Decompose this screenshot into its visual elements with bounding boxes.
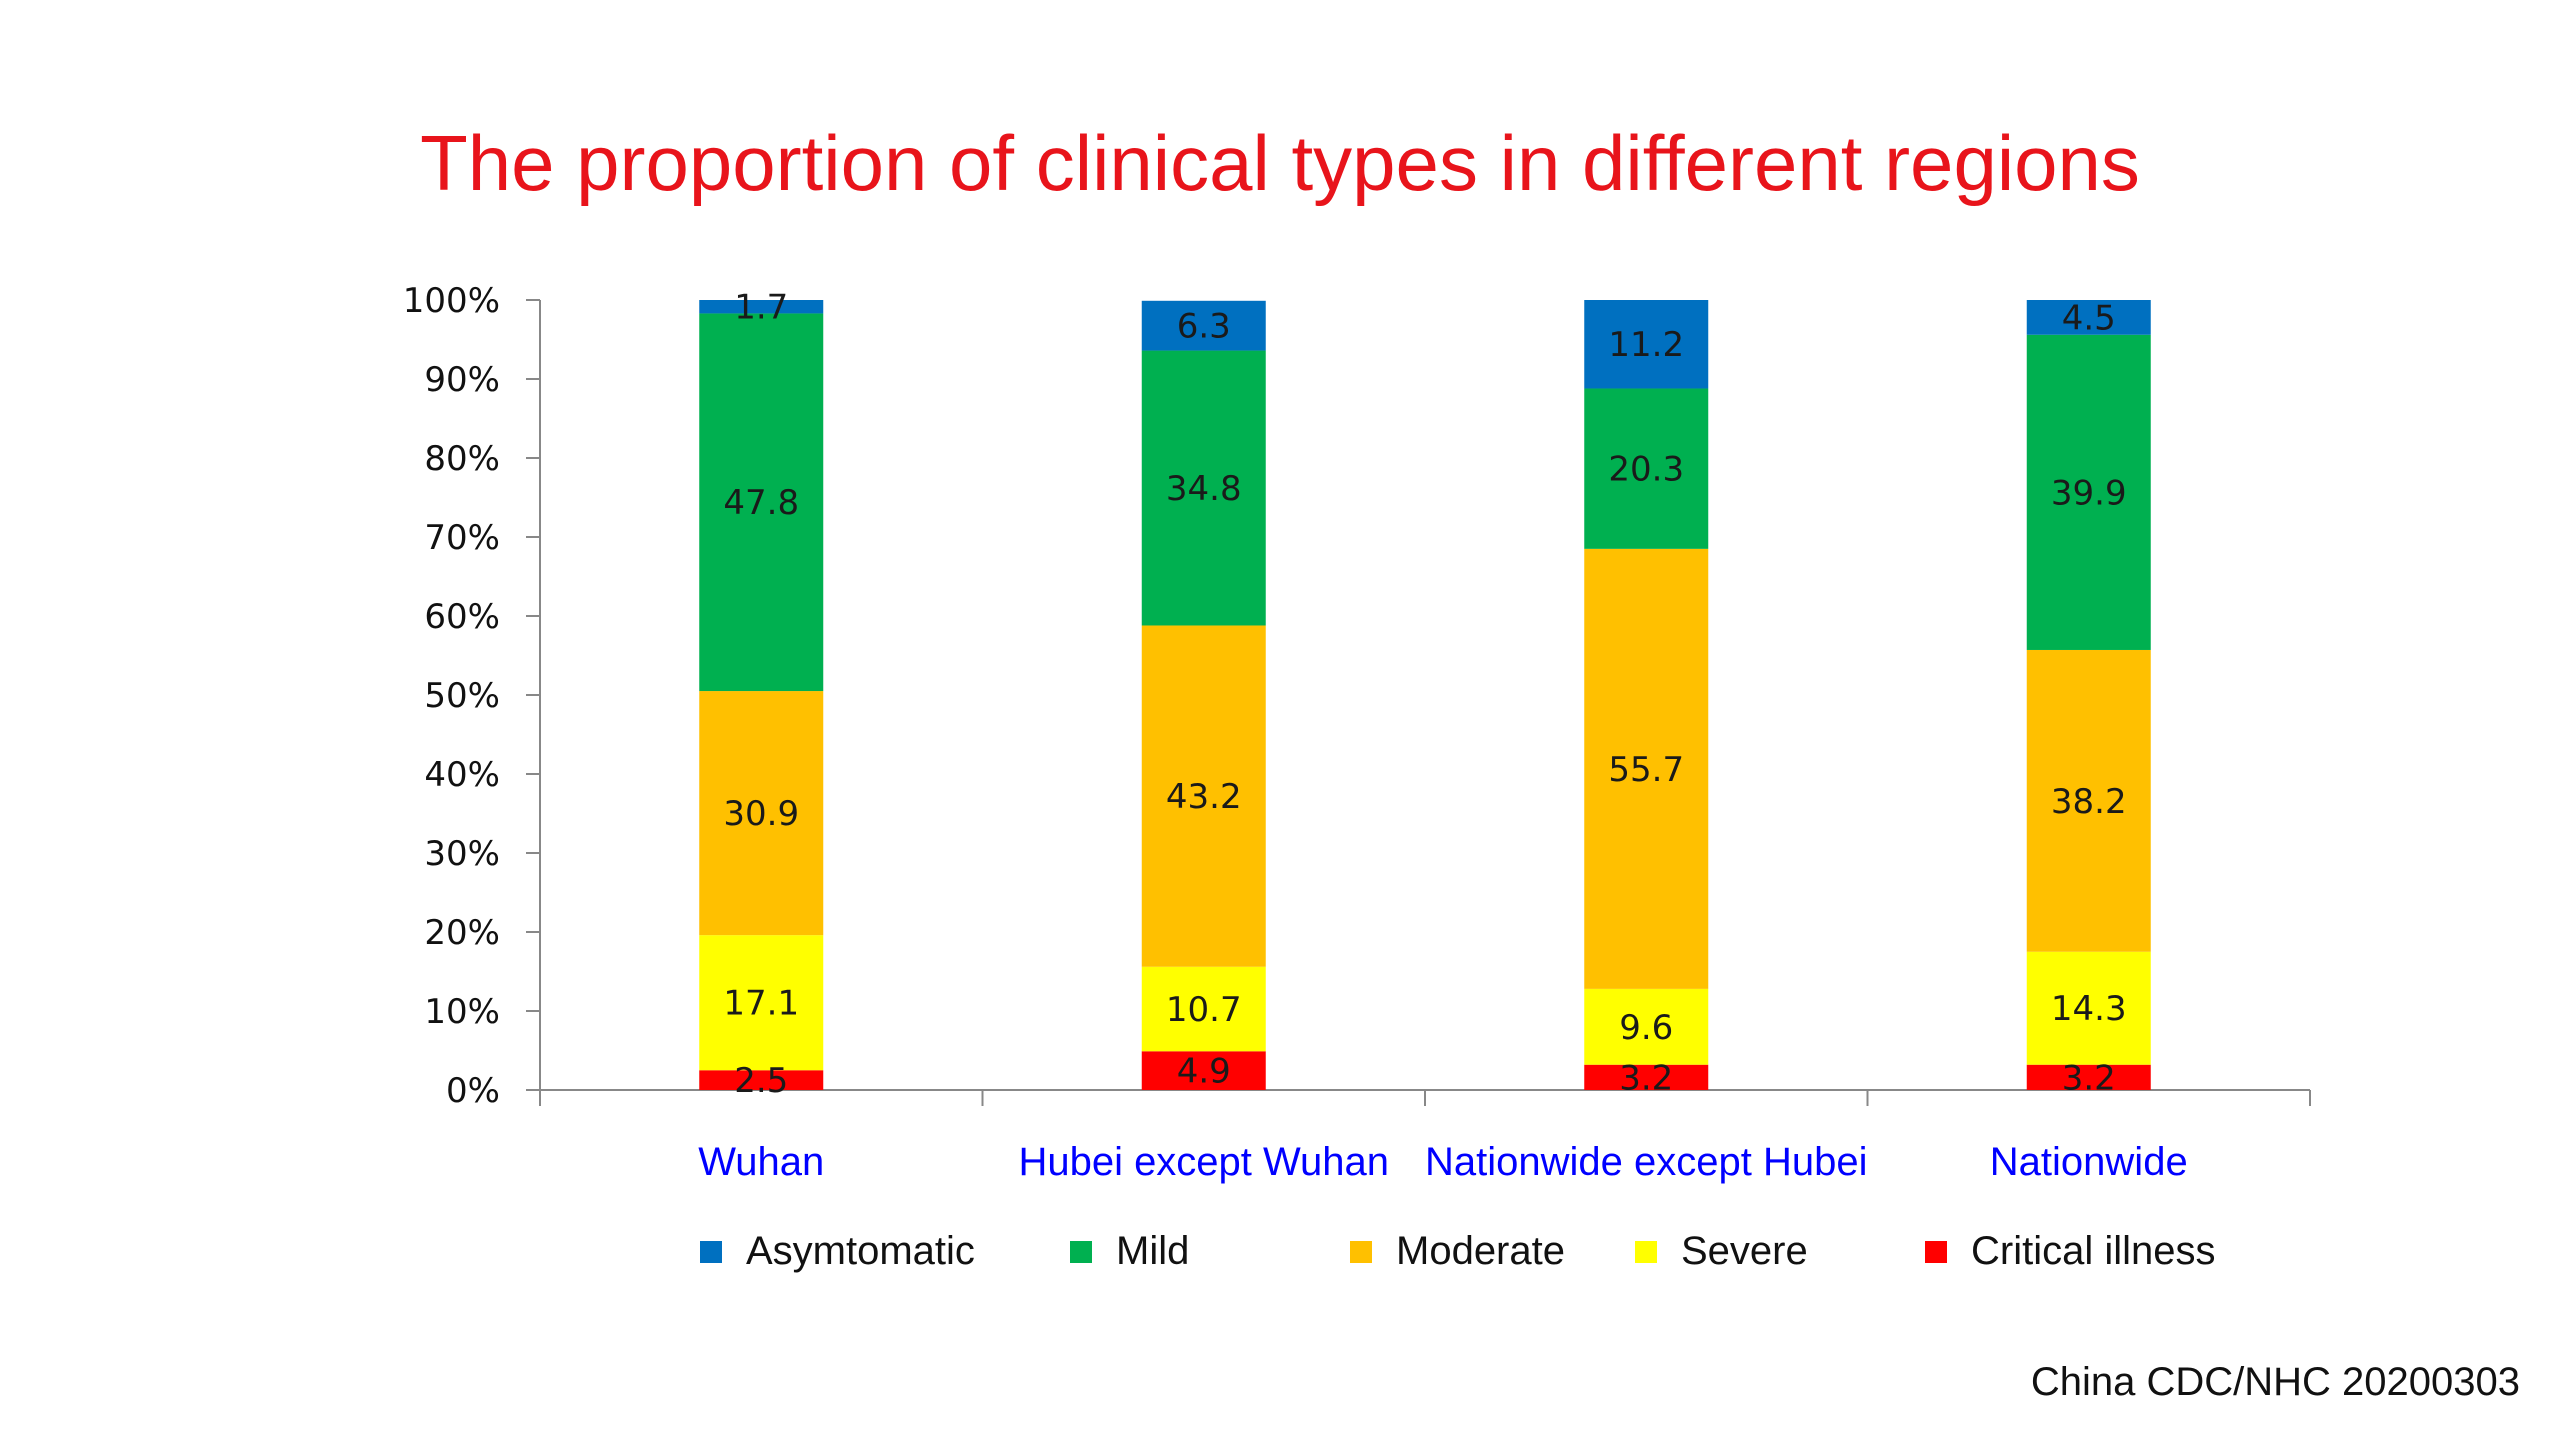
bar-critical-illness-nationwide-except-hubei [1584,1064,1709,1090]
y-tick-label: 10% [424,992,500,1032]
category-labels: Wuhan Hubei except Wuhan Nationwide except… [698,1140,2187,1184]
legend-swatch-critical-illness [1925,1241,1947,1263]
bar-asymtomatic-nationwide [2026,300,2151,335]
y-tick-label: 40% [424,755,500,795]
y-tick-label: 0% [446,1071,500,1111]
bar-asymtomatic-hubei-except-wuhan [1141,300,1266,351]
data-label: 47.8 [723,483,799,523]
bar-severe-nationwide-except-hubei [1584,988,1709,1065]
category-label: Nationwide except Hubei [1425,1140,1867,1184]
data-label: 10.7 [1166,990,1242,1030]
bar-severe-hubei-except-wuhan [1141,966,1266,1052]
y-tick-label: 20% [424,913,500,953]
bar-critical-illness-nationwide [2026,1064,2151,1090]
legend-swatch-moderate [1350,1241,1372,1263]
bars [699,300,2151,1090]
category-label: Nationwide [1990,1140,2188,1184]
legend-label-mild: Mild [1116,1229,1189,1273]
y-tick-label: 30% [424,834,500,874]
legend-swatch-mild [1070,1241,1092,1263]
data-label: 55.7 [1608,750,1684,790]
data-label: 17.1 [723,984,799,1024]
data-label: 30.9 [723,794,799,834]
data-label: 2.5 [734,1061,788,1101]
bar-mild-nationwide-except-hubei [1584,388,1709,549]
legend-label-asymtomatic: Asymtomatic [746,1229,975,1273]
bar-moderate-hubei-except-wuhan [1141,625,1266,967]
data-label: 39.9 [2051,473,2127,513]
category-label: Hubei except Wuhan [1018,1140,1389,1184]
data-label: 11.2 [1608,325,1684,365]
legend-swatch-asymtomatic [700,1241,722,1263]
data-label: 43.2 [1166,777,1242,817]
bar-asymtomatic-wuhan [699,300,824,314]
data-label: 3.2 [2062,1058,2116,1098]
legend-swatch-severe [1635,1241,1657,1263]
legend-label-critical-illness: Critical illness [1971,1229,2216,1273]
bar-mild-hubei-except-wuhan [1141,350,1266,626]
data-label: 4.5 [2062,298,2116,338]
chart-title: The proportion of clinical types in diff… [420,119,2140,207]
legend-label-moderate: Moderate [1396,1229,1565,1273]
y-tick-label: 70% [424,518,500,558]
axes: 0% 10% 20% 30% 40% 50% 60% 70% 80% 90% 100% [403,281,2311,1111]
bar-mild-wuhan [699,313,824,692]
legend-label-severe: Severe [1681,1229,1808,1273]
y-tick-label: 60% [424,597,500,637]
bar-asymtomatic-nationwide-except-hubei [1584,300,1709,389]
bar-critical-illness-hubei-except-wuhan [1141,1051,1266,1090]
bar-severe-nationwide [2026,951,2151,1065]
y-tick-label: 100% [403,281,500,321]
data-label: 14.3 [2051,989,2127,1029]
data-label: 9.6 [1619,1008,1673,1048]
y-tick-label: 50% [424,676,500,716]
y-tick-label: 80% [424,439,500,479]
source-note: China CDC/NHC 20200303 [2030,1360,2520,1404]
bar-moderate-nationwide [2026,649,2151,952]
bar-critical-illness-wuhan [699,1070,824,1090]
data-label: 20.3 [1608,450,1684,490]
bar-mild-nationwide [2026,334,2151,650]
data-labels: 2.5 17.1 30.9 47.8 1.7 4.9 10.7 43.2 34.8 6.3 3.2 9… [723,288,2126,1101]
y-tick-label: 90% [424,360,500,400]
data-label: 4.9 [1177,1052,1231,1092]
bar-moderate-nationwide-except-hubei [1584,548,1709,989]
data-label: 1.7 [734,288,788,328]
legend: Asymtomatic Mild Moderate Severe Critical il… [700,1229,2216,1273]
data-label: 34.8 [1166,469,1242,509]
data-label: 3.2 [1619,1058,1673,1098]
data-label: 6.3 [1177,307,1231,347]
data-label: 38.2 [2051,782,2127,822]
category-label: Wuhan [698,1140,824,1184]
bar-severe-wuhan [699,935,824,1071]
bar-moderate-wuhan [699,691,824,936]
